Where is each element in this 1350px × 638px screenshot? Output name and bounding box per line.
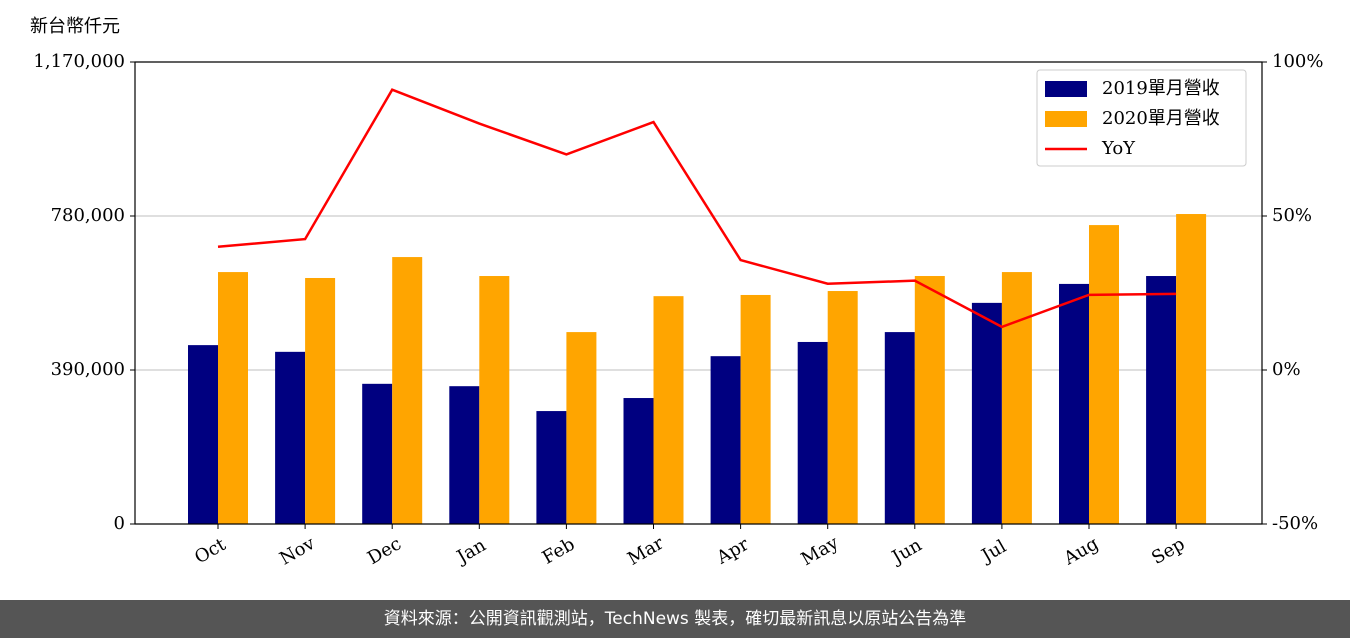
- bar: [971, 302, 1002, 524]
- x-tick-label: Dec: [364, 533, 405, 569]
- bar: [1059, 283, 1089, 524]
- y-tick-label: 1,170,000: [33, 51, 125, 72]
- bar: [392, 257, 423, 524]
- bar: [914, 276, 945, 524]
- bar: [362, 383, 393, 524]
- bar: [1176, 214, 1207, 524]
- footer: 資料來源：公開資訊觀測站，TechNews 製表，確切最新訊息以原站公告為準: [0, 600, 1350, 638]
- legend-label: 2020單月營收: [1102, 108, 1220, 129]
- bar: [1089, 225, 1119, 525]
- bar: [710, 356, 741, 524]
- legend-box: [1036, 69, 1247, 167]
- legend-swatch: [1045, 81, 1087, 97]
- y-tick-label: 390,000: [51, 359, 125, 380]
- bar: [566, 332, 597, 524]
- bar: [218, 272, 248, 524]
- y2-tick-label: 0%: [1272, 359, 1301, 380]
- plot-frame: [134, 61, 1263, 525]
- y-axis-title: 新台幣仟元: [30, 16, 120, 37]
- x-tick-label: Jun: [887, 534, 926, 569]
- legend-label: YoY: [1101, 138, 1136, 159]
- bar: [1146, 276, 1177, 524]
- bar: [827, 291, 858, 524]
- bar: [275, 351, 306, 524]
- y2-tick-label: 50%: [1272, 205, 1312, 226]
- x-tick-label: Sep: [1148, 534, 1188, 569]
- bar: [188, 345, 218, 524]
- x-tick-label: Aug: [1059, 533, 1102, 570]
- y-tick-label: 0: [114, 513, 125, 534]
- x-tick-label: Apr: [712, 534, 752, 569]
- chart: 新台幣仟元 0 390,000 780,000 1,170,000 -50% 0% 50% 1…: [30, 16, 1323, 570]
- y2-tick-label: -50%: [1272, 513, 1318, 534]
- x-tick-label: Mar: [624, 533, 668, 570]
- bar: [740, 294, 771, 524]
- bar: [449, 386, 480, 524]
- y2-tick-label: 100%: [1272, 51, 1323, 72]
- x-tick-label: Nov: [276, 533, 319, 570]
- x-tick-label: Jul: [977, 536, 1011, 568]
- bar: [1001, 272, 1032, 524]
- x-tick-label: May: [798, 532, 843, 570]
- yoy-line: [217, 88, 1177, 329]
- x-tick-label: Jan: [452, 535, 490, 569]
- bar: [653, 296, 684, 524]
- x-tick-label: Feb: [539, 534, 579, 569]
- bar: [479, 276, 510, 524]
- bar: [536, 411, 567, 524]
- bar: [884, 332, 915, 524]
- bar: [623, 398, 654, 524]
- y-tick-label: 780,000: [51, 205, 125, 226]
- bar: [797, 341, 828, 524]
- x-tick-label: Oct: [191, 534, 230, 569]
- bar: [305, 277, 336, 524]
- legend-label: 2019單月營收: [1102, 78, 1220, 99]
- legend-swatch: [1045, 111, 1087, 127]
